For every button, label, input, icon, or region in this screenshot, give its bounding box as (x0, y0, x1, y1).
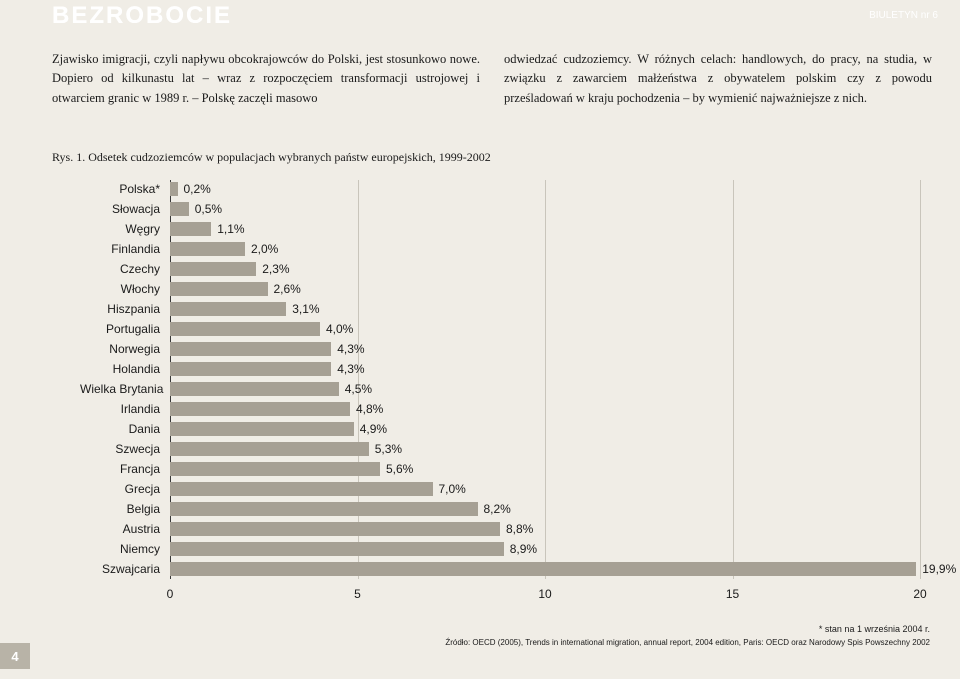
bar-value-label: 4,3% (331, 342, 364, 356)
x-tick-label: 0 (167, 587, 174, 601)
bar: 4,5% (170, 382, 339, 396)
chart-row: Wielka Brytania4,5% (170, 380, 920, 398)
bar-value-label: 4,0% (320, 322, 353, 336)
bar: 1,1% (170, 222, 211, 236)
row-label: Belgia (80, 502, 170, 516)
chart-source: Źródło: OECD (2005), Trends in internati… (445, 638, 930, 647)
row-label: Austria (80, 522, 170, 536)
bar-value-label: 1,1% (211, 222, 244, 236)
bar: 2,6% (170, 282, 268, 296)
row-label: Wielka Brytania (80, 382, 170, 396)
chart-row: Czechy2,3% (170, 260, 920, 278)
bar: 0,5% (170, 202, 189, 216)
x-tick-label: 10 (538, 587, 551, 601)
bar-value-label: 5,3% (369, 442, 402, 456)
bar: 2,3% (170, 262, 256, 276)
bar-value-label: 5,6% (380, 462, 413, 476)
row-label: Holandia (80, 362, 170, 376)
row-label: Norwegia (80, 342, 170, 356)
bar-value-label: 0,2% (178, 182, 211, 196)
bar-value-label: 4,9% (354, 422, 387, 436)
x-tick-label: 5 (354, 587, 361, 601)
paragraph-right: odwiedzać cudzoziemcy. W różnych celach:… (504, 50, 932, 108)
row-label: Grecja (80, 482, 170, 496)
chart-row: Szwajcaria19,9% (170, 560, 920, 578)
bar: 4,8% (170, 402, 350, 416)
bar-value-label: 2,3% (256, 262, 289, 276)
bar-value-label: 3,1% (286, 302, 319, 316)
bar: 4,3% (170, 362, 331, 376)
row-label: Francja (80, 462, 170, 476)
bar-value-label: 7,0% (433, 482, 466, 496)
chart-row: Belgia8,2% (170, 500, 920, 518)
header-band: BEZROBOCIE BIULETYN nr 6 (0, 0, 960, 40)
chart-row: Włochy2,6% (170, 280, 920, 298)
row-label: Słowacja (80, 202, 170, 216)
chart-row: Dania4,9% (170, 420, 920, 438)
bar: 8,8% (170, 522, 500, 536)
chart-row: Francja5,6% (170, 460, 920, 478)
bar-value-label: 4,5% (339, 382, 372, 396)
chart-row: Irlandia4,8% (170, 400, 920, 418)
bar-value-label: 19,9% (916, 562, 956, 576)
row-label: Włochy (80, 282, 170, 296)
bar-value-label: 8,8% (500, 522, 533, 536)
bar-value-label: 2,6% (268, 282, 301, 296)
row-label: Portugalia (80, 322, 170, 336)
row-label: Węgry (80, 222, 170, 236)
chart-row: Słowacja0,5% (170, 200, 920, 218)
chart-row: Niemcy8,9% (170, 540, 920, 558)
bar: 7,0% (170, 482, 433, 496)
bar-value-label: 8,9% (504, 542, 537, 556)
chart-row: Holandia4,3% (170, 360, 920, 378)
chart-row: Polska*0,2% (170, 180, 920, 198)
chart-row: Austria8,8% (170, 520, 920, 538)
bar-value-label: 2,0% (245, 242, 278, 256)
figure-caption: Rys. 1. Odsetek cudzoziemców w populacja… (52, 150, 491, 165)
bar-value-label: 4,8% (350, 402, 383, 416)
header-right: BIULETYN nr 6 (869, 10, 938, 21)
chart-row: Grecja7,0% (170, 480, 920, 498)
bar: 4,0% (170, 322, 320, 336)
bar: 19,9% (170, 562, 916, 576)
chart-plot-area: 05101520Polska*0,2%Słowacja0,5%Węgry1,1%… (170, 180, 920, 579)
row-label: Dania (80, 422, 170, 436)
chart-row: Węgry1,1% (170, 220, 920, 238)
row-label: Polska* (80, 182, 170, 196)
bar: 5,6% (170, 462, 380, 476)
row-label: Finlandia (80, 242, 170, 256)
chart-row: Finlandia2,0% (170, 240, 920, 258)
body-text: Zjawisko imigracji, czyli napływu obcokr… (52, 50, 932, 108)
bar-value-label: 8,2% (478, 502, 511, 516)
grid-line (920, 180, 921, 579)
bar-value-label: 4,3% (331, 362, 364, 376)
bar-value-label: 0,5% (189, 202, 222, 216)
row-label: Niemcy (80, 542, 170, 556)
chart-row: Norwegia4,3% (170, 340, 920, 358)
bar: 8,2% (170, 502, 478, 516)
row-label: Czechy (80, 262, 170, 276)
bar: 8,9% (170, 542, 504, 556)
bar: 0,2% (170, 182, 178, 196)
chart-row: Portugalia4,0% (170, 320, 920, 338)
bar: 4,9% (170, 422, 354, 436)
row-label: Hiszpania (80, 302, 170, 316)
paragraph-left: Zjawisko imigracji, czyli napływu obcokr… (52, 50, 480, 108)
row-label: Irlandia (80, 402, 170, 416)
bar-chart: 05101520Polska*0,2%Słowacja0,5%Węgry1,1%… (80, 180, 930, 609)
row-label: Szwecja (80, 442, 170, 456)
header-title: BEZROBOCIE (52, 2, 232, 30)
bar: 2,0% (170, 242, 245, 256)
page-number-tab: 4 (0, 643, 30, 669)
row-label: Szwajcaria (80, 562, 170, 576)
bar: 4,3% (170, 342, 331, 356)
chart-row: Hiszpania3,1% (170, 300, 920, 318)
bar: 3,1% (170, 302, 286, 316)
bar: 5,3% (170, 442, 369, 456)
chart-row: Szwecja5,3% (170, 440, 920, 458)
x-tick-label: 20 (913, 587, 926, 601)
x-tick-label: 15 (726, 587, 739, 601)
chart-footnote: * stan na 1 września 2004 r. (819, 624, 930, 634)
